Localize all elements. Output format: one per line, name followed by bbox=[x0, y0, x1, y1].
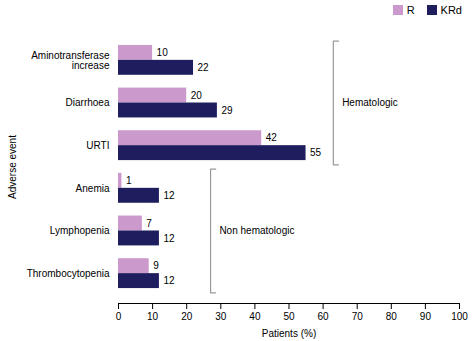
html-text:KRd: KRd bbox=[440, 4, 462, 16]
html-text:R: R bbox=[406, 4, 415, 16]
svg-text:Thrombocytopenia: Thrombocytopenia bbox=[27, 268, 110, 279]
svg-text:55: 55 bbox=[310, 147, 322, 158]
svg-text:Anemia: Anemia bbox=[76, 183, 110, 194]
svg-text:100: 100 bbox=[451, 311, 468, 322]
svg-text:Aminotransferaseincrease: Aminotransferaseincrease bbox=[31, 50, 110, 71]
svg-text:0: 0 bbox=[116, 311, 122, 322]
svg-text:29: 29 bbox=[221, 105, 233, 116]
svg-text:Non hematologic: Non hematologic bbox=[219, 225, 294, 236]
svg-text:Diarrhoea: Diarrhoea bbox=[66, 97, 110, 108]
svg-text:Hematologic: Hematologic bbox=[342, 97, 398, 108]
svg-text:7: 7 bbox=[146, 218, 152, 229]
svg-text:Patients (%): Patients (%) bbox=[262, 328, 316, 339]
svg-text:42: 42 bbox=[266, 132, 278, 143]
svg-text:70: 70 bbox=[352, 311, 364, 322]
svg-text:12: 12 bbox=[163, 275, 175, 286]
svg-text:60: 60 bbox=[318, 311, 330, 322]
svg-text:90: 90 bbox=[420, 311, 432, 322]
svg-text:30: 30 bbox=[215, 311, 227, 322]
svg-text:URTI: URTI bbox=[86, 140, 109, 151]
svg-text:9: 9 bbox=[153, 260, 159, 271]
svg-text:Lymphopenia: Lymphopenia bbox=[50, 225, 110, 236]
svg-text:10: 10 bbox=[157, 47, 169, 58]
svg-text:22: 22 bbox=[198, 62, 210, 73]
svg-text:80: 80 bbox=[386, 311, 398, 322]
svg-text:12: 12 bbox=[163, 190, 175, 201]
svg-text:40: 40 bbox=[249, 311, 261, 322]
svg-text:20: 20 bbox=[181, 311, 193, 322]
svg-text:10: 10 bbox=[147, 311, 159, 322]
svg-text:50: 50 bbox=[283, 311, 295, 322]
svg-text:Adverse event: Adverse event bbox=[7, 135, 18, 199]
svg-text:20: 20 bbox=[191, 90, 203, 101]
svg-text:12: 12 bbox=[163, 233, 175, 244]
svg-text:1: 1 bbox=[126, 175, 132, 186]
